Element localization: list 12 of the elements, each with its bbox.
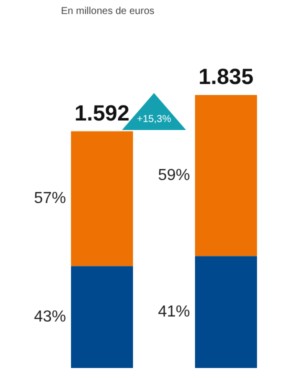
- annotation: +15,3%: [136, 114, 172, 125]
- bar: [195, 95, 257, 256]
- bar: [195, 256, 257, 368]
- annotation: 59%: [158, 166, 190, 184]
- annotation: 41%: [158, 303, 190, 320]
- annotation: 43%: [34, 308, 66, 326]
- bar: [71, 131, 133, 266]
- chart-subtitle: En millones de euros: [61, 6, 154, 17]
- text: 1.835: [198, 64, 254, 90]
- annotation: 1.592: [74, 100, 130, 126]
- bar: [71, 266, 133, 368]
- annotation: 57%: [34, 190, 66, 208]
